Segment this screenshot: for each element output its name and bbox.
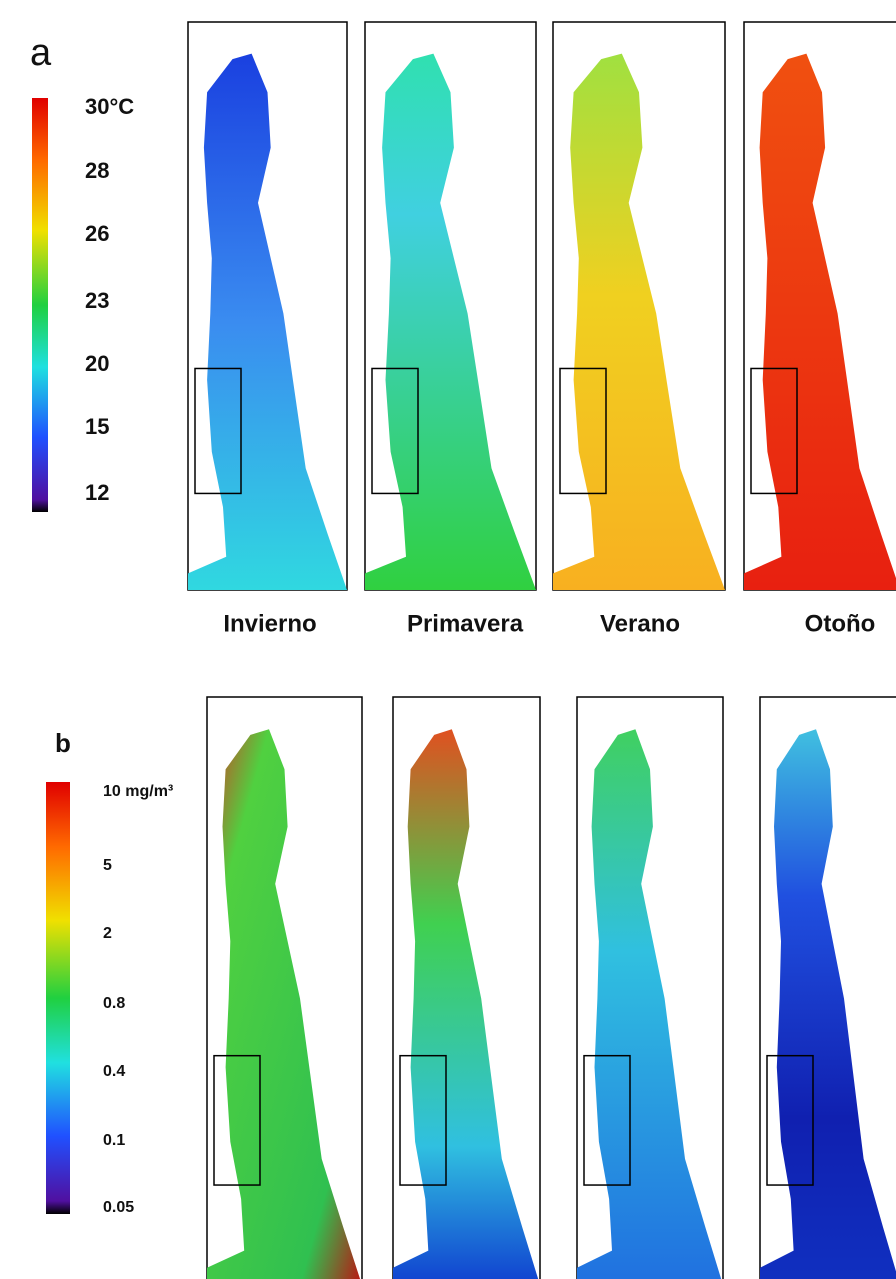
colorbar-label: 0.05: [103, 1199, 134, 1216]
inset-box: [750, 367, 798, 495]
colorbar-label: 26: [85, 221, 109, 246]
sea-map: [744, 53, 896, 590]
panel-label: a: [30, 32, 52, 74]
colorbar: [32, 98, 48, 512]
sea-map: [577, 729, 722, 1279]
colorbar-label: 15: [85, 414, 109, 439]
inset-box: [766, 1054, 814, 1186]
colorbar: [46, 782, 70, 1214]
inset-box: [559, 367, 607, 495]
colorbar-label: 2: [103, 925, 112, 942]
colorbar-label: 5: [103, 857, 112, 874]
colorbar-label: 23: [85, 288, 109, 313]
colorbar-label: 20: [85, 351, 109, 376]
colorbar-label: 28: [85, 158, 109, 183]
panel-label: b: [55, 728, 71, 758]
colorbar-label: 10 mg/m³: [103, 783, 173, 800]
inset-box: [583, 1054, 631, 1186]
season-label: Primavera: [407, 610, 524, 637]
colorbar-label: 0.4: [103, 1063, 125, 1080]
sea-map: [207, 729, 361, 1279]
inset-box: [194, 367, 242, 495]
inset-box: [399, 1054, 447, 1186]
colorbar-label: 0.1: [103, 1132, 125, 1149]
sea-map: [188, 53, 347, 591]
colorbar-label: 30°C: [85, 94, 134, 119]
sea-map: [365, 53, 536, 591]
colorbar-label: 12: [85, 480, 109, 505]
inset-box: [371, 367, 419, 495]
sea-map: [393, 729, 539, 1279]
season-label: Invierno: [223, 610, 316, 637]
inset-box: [213, 1054, 261, 1186]
season-label: Otoño: [805, 610, 876, 637]
season-label: Verano: [600, 610, 680, 637]
colorbar-label: 0.8: [103, 995, 125, 1012]
sea-map: [760, 729, 896, 1279]
sea-map: [553, 53, 725, 591]
